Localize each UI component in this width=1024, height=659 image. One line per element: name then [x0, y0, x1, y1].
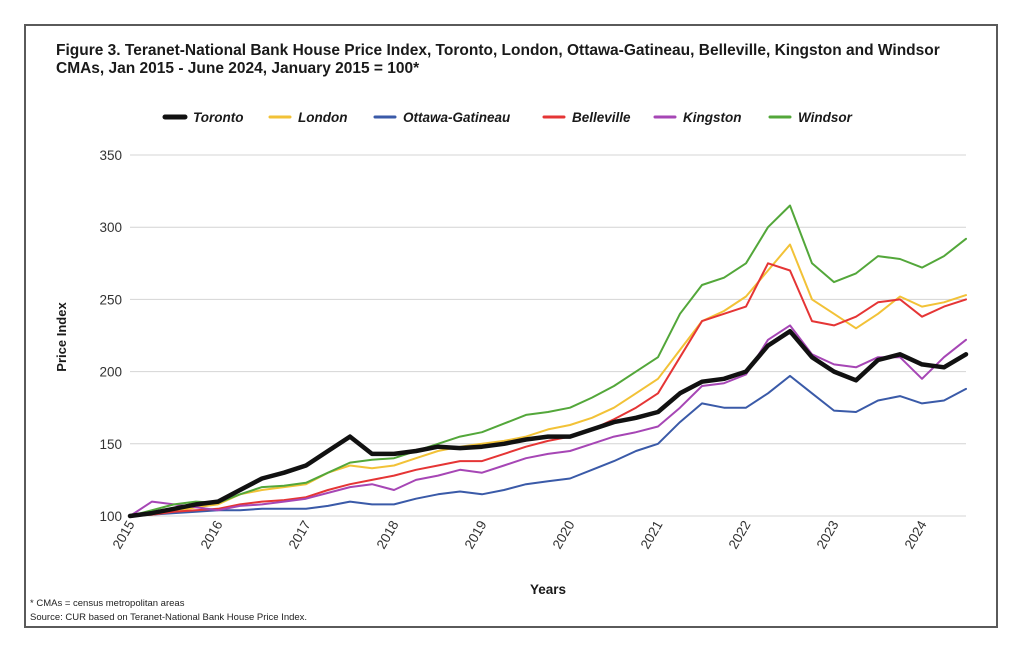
y-axis: 100 150 200 250 300 350 — [99, 148, 122, 524]
x-tick-label: 2021 — [638, 518, 666, 552]
legend: Toronto London Ottawa-Gatineau Belleville Ki… — [162, 110, 853, 125]
y-tick-label: 250 — [99, 292, 122, 307]
series-line-ottawa-gatineau — [129, 374, 967, 517]
legend-label: Windsor — [798, 110, 853, 125]
x-tick-label: 2024 — [902, 518, 930, 552]
x-tick-label: 2022 — [726, 518, 754, 552]
x-axis: 2015 2016 2017 2018 2019 2020 2021 2022 2023 2024 — [110, 518, 930, 552]
legend-label: Toronto — [193, 110, 243, 125]
legend-label: London — [298, 110, 347, 125]
x-tick-label: 2016 — [198, 518, 226, 552]
x-tick-label: 2020 — [550, 518, 578, 552]
legend-label: Ottawa-Gatineau — [403, 110, 511, 125]
series-line-belleville — [129, 262, 967, 517]
cma-footnote: * CMAs = census metropolitan areas — [30, 598, 185, 609]
y-tick-label: 100 — [99, 509, 122, 524]
x-tick-label: 2018 — [374, 518, 402, 552]
x-tick-label: 2017 — [286, 518, 314, 552]
y-tick-label: 150 — [99, 437, 122, 452]
figure-frame — [24, 24, 998, 628]
series-line-kingston — [129, 324, 967, 517]
y-tick-label: 200 — [99, 365, 122, 380]
x-tick-label: 2023 — [814, 518, 842, 552]
source-note: Source: CUR based on Teranet-National Ba… — [30, 612, 308, 623]
legend-label: Belleville — [572, 110, 631, 125]
y-tick-label: 300 — [99, 220, 122, 235]
legend-label: Kingston — [683, 110, 742, 125]
series-line-toronto — [127, 328, 969, 519]
y-tick-label: 350 — [99, 148, 122, 163]
series-line-windsor — [129, 204, 967, 517]
chart-title: Figure 3. Teranet-National Bank House Pr… — [56, 42, 940, 77]
x-axis-label: Years — [530, 582, 566, 597]
grid-lines — [130, 154, 966, 517]
series-line-london — [129, 243, 967, 517]
y-axis-label: Price Index — [54, 302, 69, 372]
x-tick-label: 2019 — [462, 518, 490, 552]
series-lines — [127, 204, 969, 519]
